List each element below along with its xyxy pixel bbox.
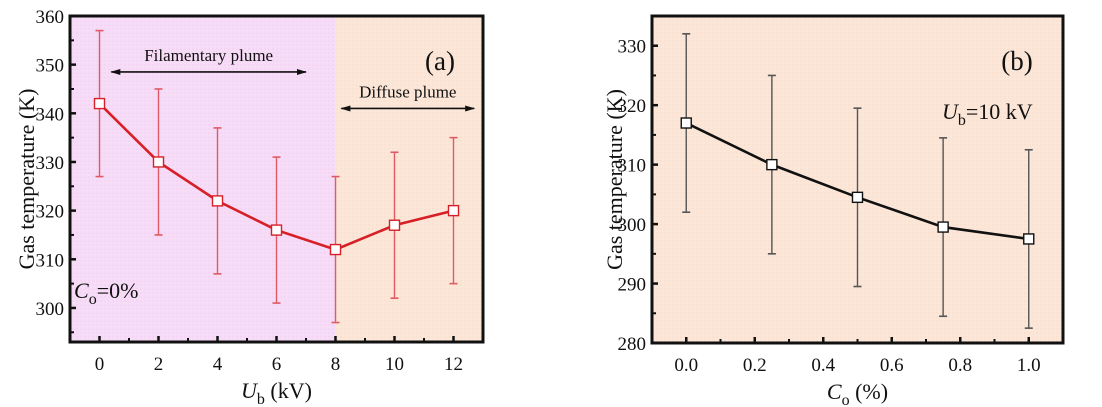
y-tick-label: 330: [36, 153, 65, 174]
y-tick-label: 280: [618, 334, 647, 355]
data-point: [329, 243, 342, 256]
y-tick-label: 290: [618, 275, 647, 296]
data-point: [447, 204, 460, 217]
x-title-subscript: b: [257, 391, 265, 407]
condition-symbol: C: [74, 278, 89, 303]
x-title-symbol: U: [241, 378, 259, 403]
y-tick-label: 360: [36, 7, 65, 28]
data-point: [1023, 233, 1035, 245]
x-tick-label: 0.4: [811, 355, 835, 376]
y-tick-label: 310: [618, 156, 647, 177]
panel-a: 300 310 320 330 340 350 360 0 2 4 6 8 10 12 Filament…: [14, 7, 485, 407]
region-label: Filamentary plume: [144, 46, 273, 65]
x-tick-label: 0.6: [880, 355, 904, 376]
data-point: [152, 156, 165, 168]
data-point: [766, 158, 778, 171]
panel-b-x-axis-title: Co (%): [827, 379, 888, 407]
x-tick-label: 0.2: [743, 355, 767, 376]
x-tick-label: 1.0: [1017, 355, 1041, 376]
panel-a-annotations: Filamentary plume Diffuse plume: [110, 46, 476, 112]
region-label: Diffuse plume: [359, 82, 456, 101]
data-point: [270, 224, 283, 236]
x-title-subscript: o: [842, 392, 850, 407]
panel-b-y-axis: 280 290 300 310 320 330: [618, 37, 658, 355]
y-tick-label: 320: [36, 202, 65, 223]
panel-a-y-axis-title: Gas temperature (K): [14, 89, 39, 270]
panel-b-label: (b): [1001, 46, 1032, 76]
y-tick-label: 340: [36, 104, 65, 125]
condition-value: =10 kV: [966, 99, 1033, 124]
panel-a-condition-label: Co=0%: [74, 278, 138, 308]
data-point: [93, 97, 106, 110]
x-tick-label: 10: [385, 354, 404, 375]
panel-a-label: (a): [425, 46, 455, 76]
x-tick-label: 2: [154, 354, 164, 375]
panel-a-x-axis: 0 2 4 6 8 10 12: [95, 336, 463, 375]
region-texture: [335, 16, 483, 342]
panel-b-y-axis-title: Gas temperature (K): [602, 89, 627, 270]
x-title-unit: (%): [850, 379, 888, 404]
data-point: [851, 191, 864, 204]
condition-value: =0%: [97, 278, 139, 303]
panel-a-y-axis: 300 310 320 330 340 350 360: [36, 7, 76, 334]
panel-b: 280 290 300 310 320 330 0.0 0.2 0.4 0.6 0.8 1.0 (b…: [602, 14, 1065, 407]
panel-a-markers: [93, 97, 460, 256]
y-tick-label: 300: [36, 299, 65, 320]
data-point: [211, 195, 224, 207]
y-tick-label: 310: [36, 250, 65, 271]
x-tick-label: 0.8: [948, 355, 972, 376]
y-tick-label: 320: [618, 96, 647, 117]
x-tick-label: 6: [272, 354, 282, 375]
condition-subscript: b: [958, 112, 966, 129]
condition-subscript: o: [89, 291, 97, 308]
data-point: [388, 219, 401, 231]
x-tick-label: 8: [331, 354, 341, 375]
data-point: [937, 221, 949, 233]
y-tick-label: 330: [618, 37, 647, 58]
condition-symbol: U: [942, 99, 960, 124]
y-tick-label: 350: [36, 56, 65, 77]
x-title-unit: (kV): [265, 378, 312, 403]
x-tick-label: 12: [444, 354, 463, 375]
panel-b-x-axis: 0.0 0.2 0.4 0.6 0.8 1.0: [674, 337, 1041, 376]
data-point: [680, 117, 692, 129]
x-tick-label: 0: [95, 354, 105, 375]
x-tick-label: 4: [213, 354, 223, 375]
panel-b-markers: [680, 117, 1035, 245]
x-title-symbol: C: [827, 379, 842, 404]
panel-b-condition-label: Ub=10 kV: [942, 99, 1033, 129]
y-tick-label: 300: [618, 215, 647, 236]
x-tick-label: 0.0: [674, 355, 698, 376]
panel-a-x-axis-title: Ub (kV): [241, 378, 312, 407]
